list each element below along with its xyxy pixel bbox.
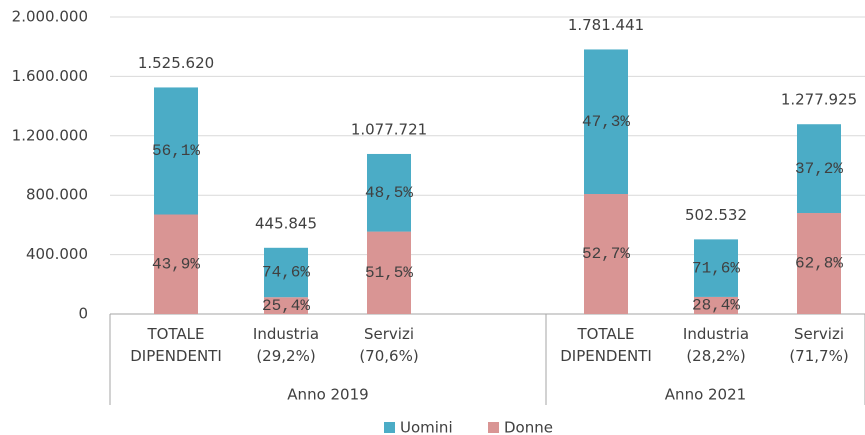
- bar-segment: [367, 231, 411, 314]
- total-label: 445.845: [255, 214, 317, 232]
- x-tick-label: Servizi (71,7%): [789, 325, 848, 365]
- segment-label: 52,7%: [582, 245, 630, 263]
- segment-label: 51,5%: [365, 264, 413, 282]
- bar-segment: [694, 296, 738, 314]
- segment-label: 62,8%: [795, 255, 843, 273]
- x-tick-line: DIPENDENTI: [560, 347, 652, 365]
- bar-segment: [264, 247, 308, 298]
- legend-label: Donne: [504, 419, 553, 435]
- bar-segment: [584, 49, 628, 195]
- segment-label: 47,3%: [582, 113, 630, 131]
- x-tick-line: TOTALE: [576, 325, 634, 343]
- total-label: 1.525.620: [138, 54, 214, 72]
- bar-segment: [584, 194, 628, 314]
- bar-segment: [264, 297, 308, 314]
- x-tick-label: Servizi (70,6%): [359, 325, 418, 365]
- x-tick-line: Industria: [253, 325, 319, 343]
- segment-label: 74,6%: [262, 264, 310, 282]
- bar-segment: [154, 214, 198, 314]
- x-tick-line: (70,6%): [359, 347, 418, 365]
- y-tick-label: 1.600.000: [12, 67, 88, 85]
- bar-segment: [797, 213, 841, 314]
- x-tick-line: (71,7%): [789, 347, 848, 365]
- total-label: 1.077.721: [351, 120, 427, 138]
- x-tick-line: Servizi: [794, 325, 844, 343]
- x-tick-label: TOTALE DIPENDENTI: [560, 325, 652, 365]
- x-tick-label: Industria (29,2%): [253, 325, 319, 365]
- x-tick-line: (29,2%): [256, 347, 315, 365]
- bar-segment: [154, 87, 198, 215]
- y-tick-label: 400.000: [26, 245, 88, 263]
- y-tick-label: 0: [78, 305, 88, 323]
- total-label: 502.532: [685, 206, 747, 224]
- legend-swatch: [488, 422, 499, 433]
- segment-label: 48,5%: [365, 184, 413, 202]
- bar-segment: [367, 153, 411, 232]
- x-tick-label: TOTALE DIPENDENTI: [130, 325, 222, 365]
- segment-label: 25,4%: [262, 297, 310, 315]
- x-tick-line: Servizi: [364, 325, 414, 343]
- legend-swatch: [384, 422, 395, 433]
- bar-segment: [694, 239, 738, 297]
- legend-label: Uomini: [400, 419, 453, 435]
- bar-segment: [797, 124, 841, 214]
- total-label: 1.781.441: [568, 16, 644, 34]
- group-label: Anno 2021: [665, 386, 746, 404]
- segment-label: 37,2%: [795, 160, 843, 178]
- y-tick-label: 800.000: [26, 186, 88, 204]
- x-tick-line: (28,2%): [686, 347, 745, 365]
- segment-label: 56,1%: [152, 142, 200, 160]
- group-label: Anno 2019: [287, 386, 368, 404]
- segment-label: 71,6%: [692, 259, 740, 277]
- x-tick-line: Industria: [683, 325, 749, 343]
- x-tick-line: TOTALE: [146, 325, 204, 343]
- y-tick-label: 1.200.000: [12, 126, 88, 144]
- x-tick-line: DIPENDENTI: [130, 347, 222, 365]
- segment-label: 28,4%: [692, 297, 740, 315]
- x-tick-label: Industria (28,2%): [683, 325, 749, 365]
- y-tick-label: 2.000.000: [12, 8, 88, 26]
- segment-label: 43,9%: [152, 255, 200, 273]
- total-label: 1.277.925: [781, 91, 857, 109]
